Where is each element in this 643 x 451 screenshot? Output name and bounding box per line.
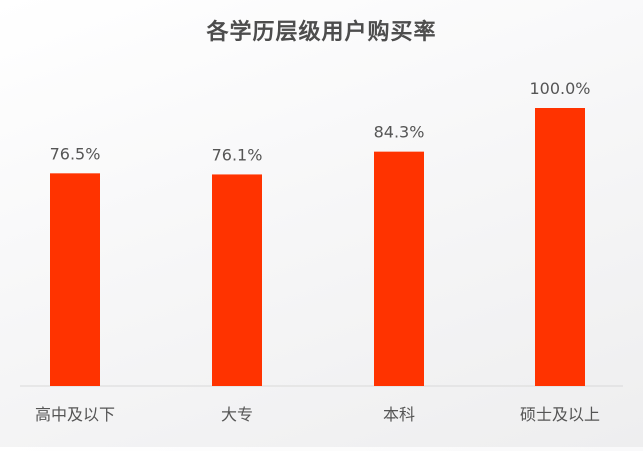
bar-3 [374,151,424,386]
value-label-1: 76.5% [50,144,101,163]
x-tick-label-4: 硕士及以上 [520,405,600,424]
x-tick-label-1: 高中及以下 [35,405,115,424]
bar-1 [50,173,100,386]
x-tick-label-3: 本科 [383,405,415,424]
x-tick-label-2: 大专 [221,405,253,424]
value-label-2: 76.1% [212,145,263,164]
bar-group [50,108,585,386]
bar-2 [212,174,262,386]
tick-label-group: 高中及以下 大专 本科 硕士及以上 [35,405,600,424]
value-label-3: 84.3% [374,123,425,142]
bar-4 [535,108,585,386]
value-label-group: 76.5% 76.1% 84.3% 100.0% [50,79,591,164]
chart-title: 各学历层级用户购买率 [206,20,437,45]
value-label-4: 100.0% [529,79,590,98]
